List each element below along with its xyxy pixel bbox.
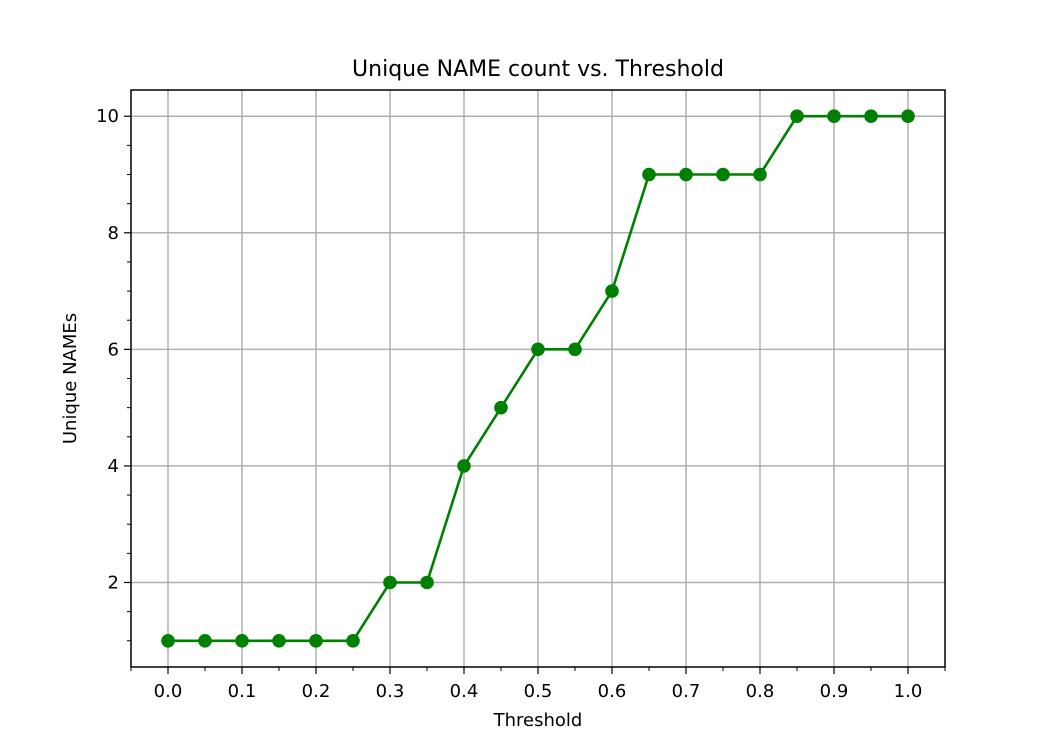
y-tick-label: 10 bbox=[96, 106, 119, 127]
x-tick-label: 0.6 bbox=[598, 681, 627, 702]
y-tick-label: 2 bbox=[108, 572, 119, 593]
data-point bbox=[716, 167, 730, 182]
data-point bbox=[790, 109, 804, 124]
data-point bbox=[383, 575, 397, 590]
data-point bbox=[531, 342, 545, 357]
x-tick-label: 0.0 bbox=[154, 681, 183, 702]
data-point bbox=[309, 633, 323, 648]
x-axis-label: Threshold bbox=[493, 710, 583, 731]
y-tick-label: 4 bbox=[108, 456, 119, 477]
y-tick-labels: 2 4 6 8 10 bbox=[96, 106, 119, 593]
data-point bbox=[605, 284, 619, 298]
y-axis-label: Unique NAMEs bbox=[60, 313, 81, 444]
data-point bbox=[457, 459, 471, 473]
x-tick-labels: 0.0 0.1 0.2 0.3 0.4 0.5 0.6 0.7 0.8 0.9 1.0 bbox=[154, 681, 923, 702]
data-point bbox=[901, 109, 915, 124]
x-tick-label: 0.1 bbox=[228, 681, 257, 702]
major-ticks bbox=[124, 115, 909, 674]
data-point bbox=[346, 633, 360, 648]
data-point bbox=[235, 633, 249, 648]
x-tick-label: 0.7 bbox=[672, 681, 701, 702]
data-point bbox=[864, 109, 878, 124]
x-tick-label: 0.5 bbox=[524, 681, 553, 702]
y-tick-label: 8 bbox=[108, 223, 119, 244]
x-tick-label: 0.2 bbox=[302, 681, 331, 702]
data-point bbox=[420, 575, 434, 590]
data-point bbox=[753, 167, 767, 182]
data-point bbox=[272, 633, 286, 648]
plot-area-frame bbox=[130, 89, 946, 668]
data-point bbox=[494, 400, 508, 415]
y-tick-label: 6 bbox=[108, 339, 119, 360]
x-tick-label: 0.4 bbox=[450, 681, 479, 702]
x-tick-label: 0.9 bbox=[820, 681, 849, 702]
data-point bbox=[827, 109, 841, 124]
data-point bbox=[568, 342, 582, 357]
data-point bbox=[161, 633, 175, 648]
data-point bbox=[679, 167, 693, 182]
x-tick-label: 0.8 bbox=[746, 681, 775, 702]
x-tick-label: 0.3 bbox=[376, 681, 405, 702]
data-point bbox=[198, 633, 212, 648]
chart-title: Unique NAME count vs. Threshold bbox=[352, 57, 724, 82]
series-layer bbox=[161, 109, 915, 648]
x-tick-label: 1.0 bbox=[894, 681, 923, 702]
data-point bbox=[642, 167, 656, 182]
